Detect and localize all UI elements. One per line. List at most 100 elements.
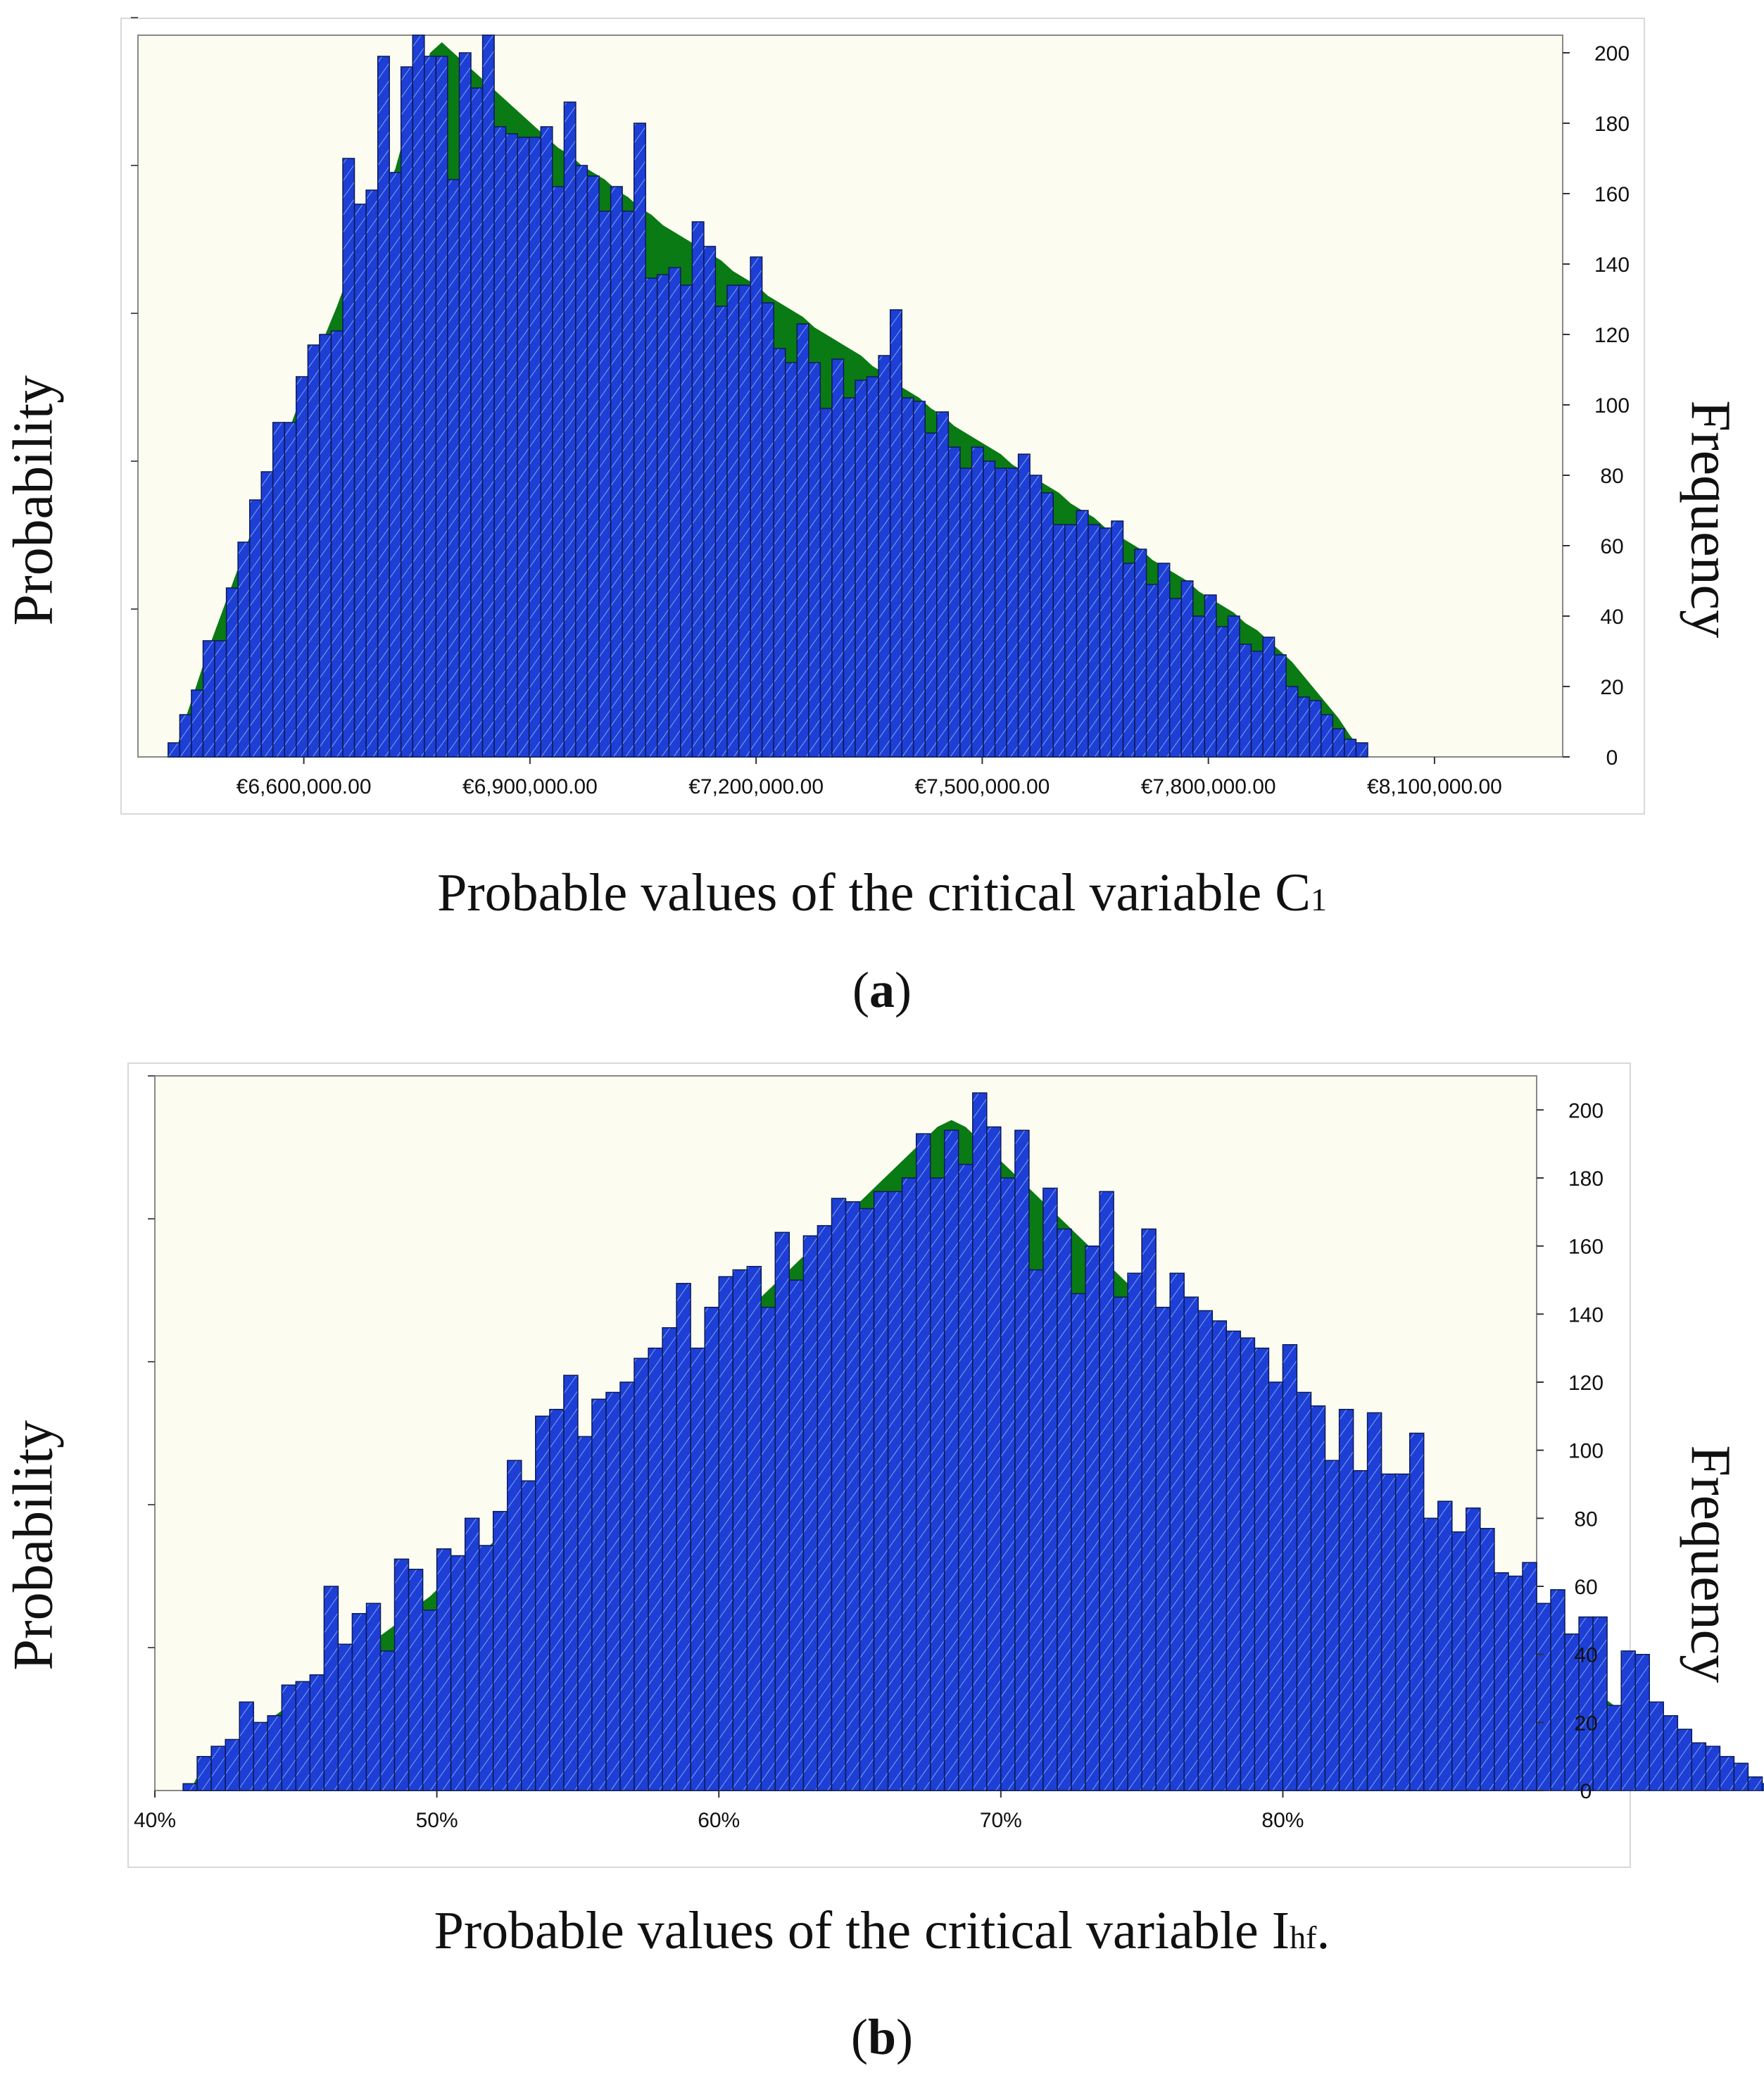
histogram-bar: [819, 408, 833, 758]
histogram-bar: [1733, 1762, 1749, 1791]
histogram-bar: [634, 1358, 649, 1791]
histogram-bar: [1145, 584, 1159, 758]
histogram-bar: [379, 1650, 396, 1791]
histogram-bar: [915, 1133, 931, 1791]
histogram-bar: [808, 362, 821, 758]
histogram-bar: [750, 256, 763, 758]
histogram-bar: [549, 1408, 565, 1791]
histogram-bar: [309, 1674, 325, 1791]
histogram-bar: [1088, 524, 1101, 758]
histogram-bar: [400, 66, 413, 758]
histogram-bar: [1691, 1742, 1707, 1791]
histogram-bar: [507, 1460, 522, 1791]
histogram-bar: [704, 1306, 719, 1791]
histogram-bar: [577, 1436, 593, 1791]
histogram-bar: [1423, 1517, 1439, 1791]
histogram-bar: [1057, 1228, 1072, 1791]
histogram-bar: [214, 640, 227, 758]
histogram-bar: [412, 35, 425, 758]
histogram-bar: [1017, 453, 1031, 758]
x-tick-label: €6,900,000.00: [462, 775, 598, 798]
histogram-bar: [645, 277, 658, 758]
histogram-bar: [1366, 1412, 1382, 1791]
histogram-bar: [1297, 696, 1310, 758]
histogram-bar: [866, 376, 879, 758]
histogram-bar: [1437, 1500, 1453, 1791]
histogram-bar: [1310, 1405, 1326, 1791]
histogram-bar: [182, 1783, 198, 1791]
histogram-bar: [843, 397, 856, 758]
histogram-bar: [1239, 644, 1252, 758]
y-tick-label: 60: [1574, 1576, 1597, 1599]
x-tick-label: 40%: [134, 1809, 176, 1832]
histogram-bar: [267, 1714, 282, 1791]
histogram-bar: [239, 1701, 254, 1791]
x-tick-label: €7,800,000.00: [1141, 775, 1276, 798]
histogram-bar: [1606, 1705, 1622, 1791]
histogram-bar: [802, 1235, 819, 1791]
caption-text-b: Probable values of the critical variable…: [434, 1901, 1290, 1960]
histogram-bar: [943, 1129, 959, 1791]
histogram-bar: [889, 309, 902, 758]
histogram-bar: [668, 267, 681, 758]
histogram-bar: [1169, 1272, 1185, 1791]
y-tick-label: 120: [1568, 1372, 1604, 1395]
histogram-bar: [1309, 700, 1322, 758]
histogram-bar: [1000, 1177, 1016, 1791]
histogram-bar: [458, 52, 472, 758]
histogram-bar: [1197, 1310, 1214, 1791]
x-tick-label: €7,200,000.00: [688, 775, 824, 798]
y-tick-label: 200: [1594, 42, 1630, 65]
histogram-bar: [947, 446, 961, 758]
histogram-bar: [540, 126, 553, 758]
histogram-bar: [1522, 1562, 1537, 1791]
histogram-bar: [912, 401, 926, 758]
frequency-axis-label-b: Frequency: [1679, 1445, 1741, 1684]
histogram-bar: [284, 422, 297, 758]
histogram-bar: [690, 1347, 705, 1791]
histogram-bar: [337, 1643, 353, 1791]
x-tick-label: 80%: [1261, 1809, 1304, 1832]
histogram-bar: [435, 56, 448, 758]
histogram-bar: [1480, 1528, 1495, 1791]
x-tick-label: 60%: [698, 1809, 740, 1832]
histogram-bar: [575, 165, 588, 758]
histogram-bar: [1192, 615, 1206, 758]
histogram-bar: [1216, 626, 1229, 758]
histogram-bar: [924, 432, 938, 758]
y-tick-label: 0: [1606, 746, 1618, 770]
histogram-bar: [662, 1327, 677, 1791]
histogram-bar: [365, 1603, 382, 1791]
histogram-bar: [761, 302, 774, 758]
histogram-bar: [929, 1177, 945, 1791]
x-tick-label: €6,600,000.00: [237, 775, 372, 798]
histogram-bar: [648, 1347, 663, 1791]
histogram-bar: [272, 422, 285, 758]
histogram-chart-b: 40% 50% 60% 70% 80% 0 20 40 60 80 100 120 140 160 180 2…: [127, 1062, 1764, 1868]
histogram-bar: [1042, 1187, 1058, 1791]
y-tick-label: 40: [1600, 606, 1623, 629]
histogram-bar: [1183, 1296, 1199, 1791]
histogram-bar: [505, 133, 518, 758]
y-tick-label: 0: [1580, 1780, 1592, 1803]
histogram-bar: [598, 211, 612, 758]
caption-subscript-a: 1: [1310, 882, 1327, 917]
histogram-bar: [1040, 492, 1054, 758]
frequency-axis-label-a: Frequency: [1679, 400, 1741, 639]
histogram-bar: [622, 211, 635, 758]
histogram-bar: [1338, 1408, 1354, 1791]
histogram-bar: [1064, 524, 1078, 758]
chart-panel-a: €6,600,000.00 €6,900,000.00 €7,200,000.00 €…: [0, 17, 1764, 1018]
histogram-bar: [831, 358, 845, 758]
histogram-bar: [248, 499, 262, 758]
x-axis-caption-a: Probable values of the critical variable…: [0, 863, 1764, 924]
histogram-bar: [901, 397, 914, 758]
histogram-bar: [1127, 1272, 1142, 1791]
histogram-bar: [1296, 1391, 1312, 1791]
histogram-bar: [408, 1569, 424, 1791]
histogram-bar: [295, 1681, 311, 1791]
histogram-bar: [1211, 1320, 1228, 1791]
y-tick-label: 160: [1568, 1236, 1604, 1259]
histogram-bar: [1352, 1469, 1368, 1791]
histogram-bar: [971, 446, 984, 758]
